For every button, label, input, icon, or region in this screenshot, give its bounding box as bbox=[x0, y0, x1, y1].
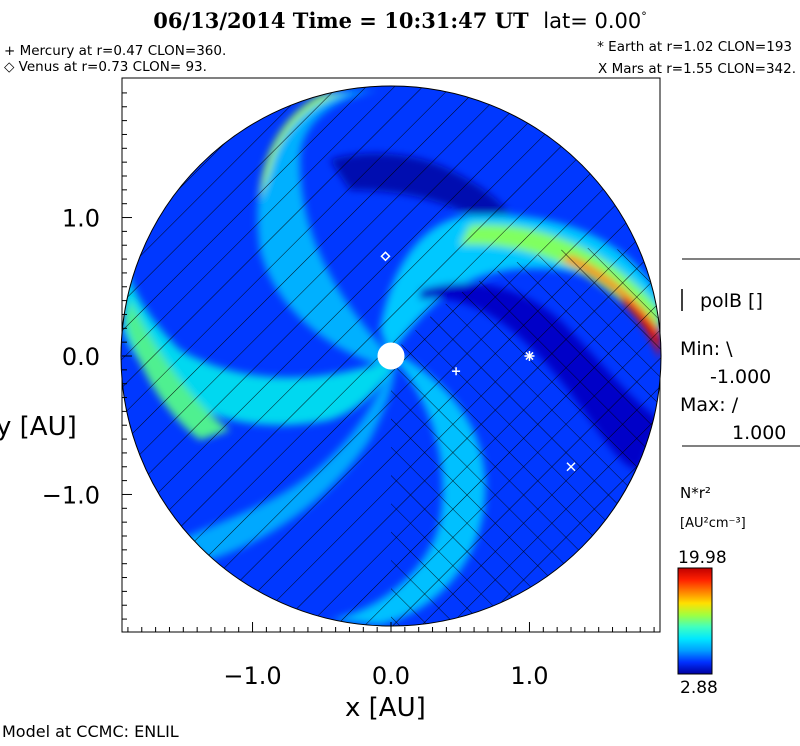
y-tick-label: 0.0 bbox=[62, 343, 100, 371]
density-map bbox=[121, 86, 661, 626]
y-axis-label: y [AU] bbox=[0, 412, 77, 442]
x-axis-label: x [AU] bbox=[345, 693, 426, 723]
colorbar-min: 2.88 bbox=[680, 678, 718, 698]
polarity-hatch-negative bbox=[391, 248, 661, 626]
colorbar-title: N*r² bbox=[680, 484, 711, 502]
min-symbol: \ bbox=[726, 338, 733, 360]
max-value: 1.000 bbox=[732, 422, 787, 444]
colorbar-max: 19.98 bbox=[678, 548, 727, 568]
y-tick-label: −1.0 bbox=[42, 481, 100, 509]
venus-info: ◇ Venus at r=0.73 CLON= 93. bbox=[4, 59, 207, 75]
model-credit: Model at CCMC: ENLIL bbox=[2, 722, 179, 741]
min-label: Min: \ bbox=[680, 338, 733, 360]
mercury-marker bbox=[452, 367, 461, 376]
polarity-title: polB [] bbox=[700, 290, 763, 312]
earth-info: * Earth at r=1.02 CLON=193 bbox=[597, 39, 792, 55]
earth-marker bbox=[524, 351, 535, 361]
chart-title: 06/13/2014 Time = 10:31:47 UT lat= 0.00° bbox=[153, 8, 647, 33]
max-symbol: / bbox=[731, 394, 739, 416]
min-value: -1.000 bbox=[710, 366, 772, 388]
colorbar-unit: [AU²cm⁻³] bbox=[680, 516, 746, 531]
mercury-info: + Mercury at r=0.47 CLON=360. bbox=[4, 43, 227, 59]
axis-ticks bbox=[122, 92, 655, 632]
venus-marker bbox=[380, 251, 391, 262]
x-tick-label: 1.0 bbox=[510, 662, 548, 690]
planet-markers bbox=[377, 251, 576, 472]
x-tick-label: −1.0 bbox=[223, 662, 281, 690]
y-tick-labels: 1.0 0.0 −1.0 bbox=[42, 205, 100, 510]
mars-marker bbox=[566, 462, 576, 472]
x-tick-label: 0.0 bbox=[372, 662, 410, 690]
mars-info: X Mars at r=1.55 CLON=342. bbox=[598, 61, 796, 77]
y-tick-label: 1.0 bbox=[62, 205, 100, 233]
sun-marker bbox=[377, 342, 405, 370]
x-tick-labels: −1.0 0.0 1.0 bbox=[223, 662, 548, 690]
colorbar bbox=[677, 567, 713, 675]
max-label: Max: / bbox=[680, 394, 739, 416]
